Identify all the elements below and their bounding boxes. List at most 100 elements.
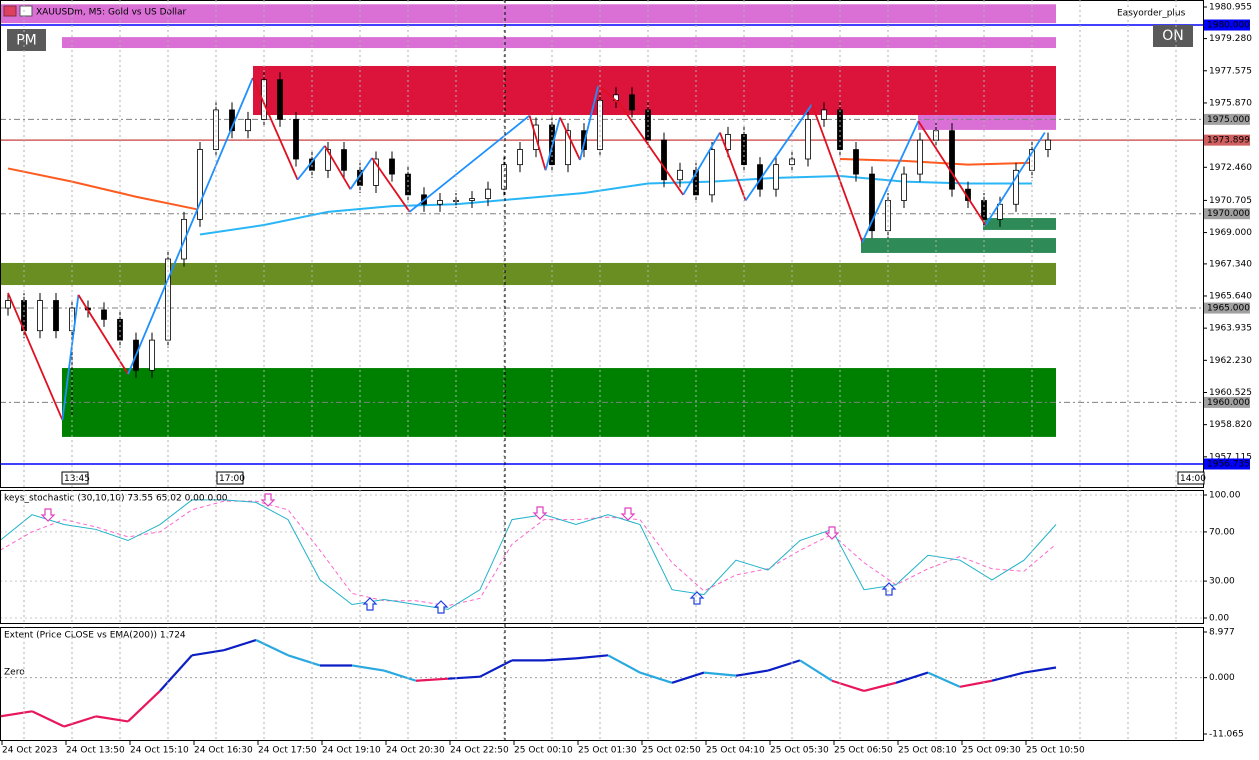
price-level-label: 1975.000 — [1207, 115, 1250, 125]
extent-title: Extent (Price CLOSE vs EMA(200)) 1.724 — [4, 631, 186, 641]
extent-segment — [959, 679, 993, 688]
y-tick-label: 100.00 — [1209, 491, 1241, 501]
price-level-box — [1204, 458, 1250, 470]
zigzag-segment — [296, 145, 326, 181]
zigzag-segment — [597, 84, 621, 105]
zigzag-segment — [619, 103, 684, 196]
extent-segment — [191, 649, 225, 657]
y-tick-label: 8.977 — [1209, 628, 1235, 638]
extent-segment — [671, 671, 705, 684]
zigzag-segment — [349, 157, 373, 190]
time-mark: 17:00 — [219, 474, 245, 484]
extent-segment — [607, 654, 641, 674]
extent-segment — [415, 677, 449, 682]
x-tick-label: 24 Oct 15:10 — [130, 746, 189, 756]
candle-body — [725, 134, 731, 150]
candle-body — [245, 118, 251, 132]
x-tick-label: 25 Oct 10:50 — [1026, 746, 1085, 756]
y-tick-label: 1969.000 — [1209, 228, 1252, 238]
candle-body — [773, 164, 779, 190]
candle-body — [117, 318, 123, 341]
candle-body — [1013, 169, 1019, 205]
pm-button[interactable] — [7, 29, 46, 51]
extent-segment — [95, 715, 129, 723]
price-level-box — [1204, 19, 1250, 31]
candle-body — [565, 130, 571, 166]
stochastic-border — [0, 490, 1204, 624]
sell-arrow — [532, 506, 548, 520]
zigzag-segment — [811, 103, 864, 243]
y-tick-label: 70.00 — [1209, 527, 1235, 537]
price-level-box — [1204, 396, 1250, 408]
on-button-label[interactable]: ON — [1162, 28, 1184, 44]
candle-body — [629, 94, 635, 111]
extent-segment — [799, 659, 833, 682]
candle-body — [437, 200, 443, 205]
x-tick-label: 25 Oct 00:10 — [514, 746, 573, 756]
candle-body — [805, 118, 811, 160]
candle-body — [197, 149, 203, 220]
expert-name: Easyorder_plus — [1117, 9, 1186, 19]
y-tick-label: 1962.230 — [1209, 356, 1252, 366]
price-level-box — [1204, 134, 1250, 146]
time-mark-box — [1177, 471, 1205, 485]
candle-body — [997, 203, 1003, 220]
extent-segment — [735, 669, 769, 677]
zigzag-segment — [371, 157, 411, 213]
candle-body — [149, 339, 155, 371]
zone — [918, 115, 1056, 130]
extent-segment — [575, 654, 609, 660]
main-panel — [0, 4, 1203, 465]
candle-body — [277, 79, 283, 120]
buy-arrow — [881, 582, 897, 596]
x-tick-label: 25 Oct 06:50 — [834, 746, 893, 756]
x-tick-label: 24 Oct 16:30 — [194, 746, 253, 756]
stochastic-title: keys_stochastic (30,10,10) 73.55 65.02 0… — [4, 494, 228, 504]
extent-segment — [127, 690, 161, 723]
zigzag-segment — [528, 115, 547, 171]
zone — [253, 65, 1056, 116]
zigzag-segment — [324, 145, 352, 190]
x-tick-label: 24 Oct 17:50 — [258, 746, 317, 756]
zigzag-segment — [559, 117, 581, 161]
zigzag-segment — [744, 103, 813, 202]
zone — [861, 238, 1056, 253]
extent-segment — [927, 671, 961, 688]
extent-segment — [479, 659, 513, 678]
price-level-label: 1970.000 — [1207, 209, 1250, 219]
x-tick-label: 25 Oct 01:30 — [578, 746, 637, 756]
candle-body — [37, 300, 43, 332]
candle-body — [517, 149, 523, 166]
candle-body — [901, 173, 907, 201]
zigzag-segment — [917, 120, 987, 226]
extent-segment — [0, 710, 33, 718]
y-tick-label: 1960.525 — [1209, 388, 1252, 398]
price-level-box — [1204, 208, 1250, 220]
zigzag-segment — [544, 117, 561, 171]
x-tick-label: 24 Oct 19:10 — [322, 746, 381, 756]
zigzag-segment — [682, 132, 721, 196]
zigzag-segment — [61, 294, 80, 421]
extent-segment — [287, 654, 321, 667]
pm-button-label[interactable]: PM — [16, 33, 37, 49]
price-level-box — [1204, 302, 1250, 314]
zone — [62, 37, 1056, 49]
y-tick-label: 0.00 — [1209, 614, 1229, 624]
price-level-box — [1204, 113, 1250, 125]
extent-segment — [447, 675, 481, 680]
candle-body — [101, 309, 107, 320]
candle-body — [1045, 139, 1051, 150]
y-tick-label: 1972.460 — [1209, 163, 1252, 173]
x-tick-label: 25 Oct 02:50 — [642, 746, 701, 756]
buy-arrow — [689, 591, 705, 605]
x-tick-label: 24 Oct 22:50 — [450, 746, 509, 756]
stochastic-signal — [0, 500, 1057, 607]
x-tick-label: 24 Oct 13:50 — [66, 746, 125, 756]
on-button[interactable] — [1153, 25, 1193, 47]
candle-body — [373, 158, 379, 186]
y-tick-label: 1975.870 — [1209, 98, 1252, 108]
y-tick-label: 0.000 — [1209, 673, 1235, 683]
candle-body — [53, 300, 59, 332]
x-tick-label: 25 Oct 08:10 — [898, 746, 957, 756]
